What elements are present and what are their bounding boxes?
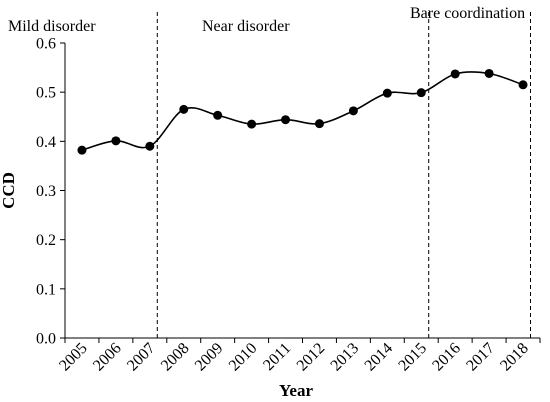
x-tick-label: 2018 bbox=[497, 340, 532, 375]
y-tick-label: 0.3 bbox=[36, 183, 56, 200]
data-point bbox=[348, 106, 358, 116]
y-tick-label: 0.0 bbox=[36, 331, 56, 348]
x-tick-label: 2005 bbox=[56, 340, 91, 375]
data-point bbox=[179, 104, 189, 114]
x-tick-label: 2007 bbox=[124, 340, 159, 375]
x-tick-label: 2013 bbox=[328, 340, 363, 375]
y-tick-label: 0.5 bbox=[36, 85, 56, 102]
series-points bbox=[77, 68, 528, 155]
data-point bbox=[484, 68, 494, 78]
y-tick-label: 0.2 bbox=[36, 232, 56, 249]
data-point bbox=[145, 141, 155, 151]
series-line bbox=[81, 71, 524, 151]
region-label: Mild disorder bbox=[8, 18, 96, 35]
x-tick-label: 2014 bbox=[362, 340, 397, 375]
y-tick-label: 0.4 bbox=[36, 134, 56, 151]
x-tick-label: 2017 bbox=[463, 340, 498, 375]
region-dividers bbox=[156, 12, 531, 338]
x-tick-label: 2008 bbox=[158, 340, 193, 375]
y-ticks: 0.0 0.1 0.2 0.3 0.4 0.5 0.6 bbox=[36, 36, 65, 348]
data-point bbox=[247, 119, 257, 129]
data-point bbox=[518, 80, 528, 90]
data-point bbox=[111, 136, 121, 146]
data-point bbox=[382, 88, 392, 98]
x-tick-label: 2006 bbox=[90, 340, 125, 375]
region-labels: Mild disorder Near disorder Bare coordinat… bbox=[8, 5, 525, 35]
x-ticks: 2005 2006 2007 2008 2009 2010 2011 2012 2013 2014… bbox=[56, 338, 541, 375]
x-axis-label: Year bbox=[279, 381, 313, 400]
x-tick-label: 2009 bbox=[192, 340, 227, 375]
data-point bbox=[450, 69, 460, 79]
y-axis-label: CCD bbox=[0, 172, 18, 209]
x-tick-label: 2010 bbox=[226, 340, 261, 375]
region-label: Bare coordination bbox=[410, 5, 525, 22]
data-point bbox=[416, 88, 426, 98]
x-tick-label: 2015 bbox=[395, 340, 430, 375]
y-tick-label: 0.6 bbox=[36, 36, 56, 53]
x-tick-label: 2016 bbox=[429, 340, 464, 375]
y-tick-label: 0.1 bbox=[36, 281, 56, 298]
axes bbox=[64, 43, 540, 339]
data-point bbox=[281, 115, 291, 125]
x-tick-label: 2012 bbox=[294, 340, 329, 375]
data-point bbox=[314, 119, 324, 129]
data-point bbox=[77, 145, 87, 155]
data-point bbox=[213, 110, 223, 120]
region-label: Near disorder bbox=[202, 18, 290, 35]
x-tick-label: 2011 bbox=[260, 340, 294, 374]
